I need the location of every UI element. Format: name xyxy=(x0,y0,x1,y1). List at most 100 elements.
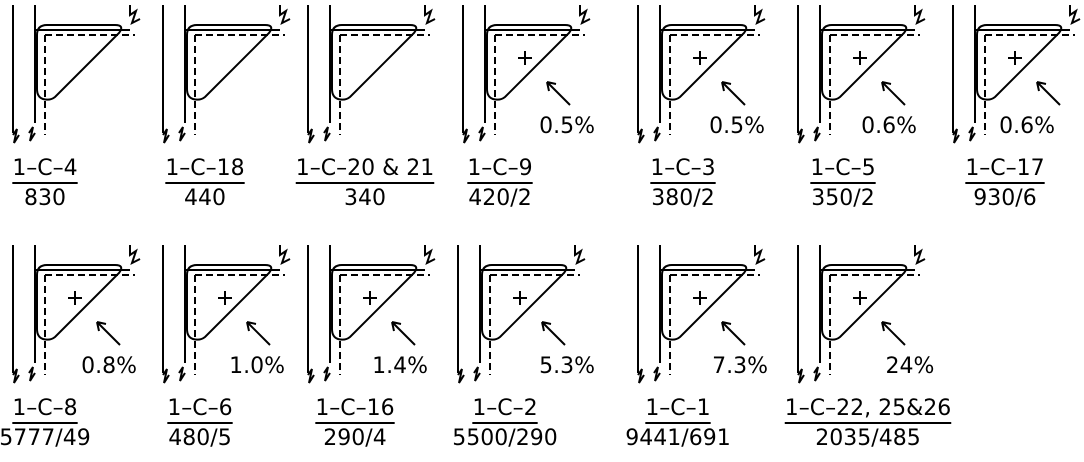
beam xyxy=(185,245,290,270)
label: 1–C–1 xyxy=(645,396,710,421)
beam-dash xyxy=(195,35,285,135)
panel: 0.6% 1–C–17 930/6 xyxy=(953,5,1080,211)
percent: 0.6% xyxy=(999,114,1055,139)
arrow xyxy=(547,82,570,105)
centroid-mark xyxy=(68,291,82,305)
wall xyxy=(13,245,35,383)
gusset-plate xyxy=(482,265,566,340)
count: 5777/49 xyxy=(0,426,91,451)
arrow xyxy=(97,322,120,345)
wall xyxy=(463,5,485,143)
panel: 1.0%1–C–6480/5 xyxy=(163,245,290,451)
diagram: 1–C–4 830 1–C–18 440 1–C–20 & 21 340 0.5%1–C–9… xyxy=(0,0,1084,462)
percent: 0.5% xyxy=(709,114,765,139)
beam xyxy=(35,245,140,270)
count: 2035/485 xyxy=(815,426,920,451)
centroid-mark xyxy=(853,51,867,65)
gusset-plate xyxy=(977,25,1061,100)
label: 1–C–6 xyxy=(167,396,232,421)
wall xyxy=(638,5,660,143)
percent: 1.0% xyxy=(229,354,285,379)
gusset-plate xyxy=(662,25,746,100)
arrow xyxy=(882,82,905,105)
arrow xyxy=(392,322,415,345)
centroid-mark xyxy=(218,291,232,305)
wall xyxy=(13,5,35,143)
centroid-mark xyxy=(518,51,532,65)
panel: 1.4% 1–C–16 290/4 xyxy=(308,245,435,451)
percent: 1.4% xyxy=(372,354,428,379)
count: 440 xyxy=(184,186,226,211)
panel: 0.8%1–C–8 5777/49 xyxy=(0,245,140,451)
beam xyxy=(185,5,290,30)
arrow xyxy=(882,322,905,345)
label: 1–C–16 xyxy=(315,396,394,421)
arrow xyxy=(722,82,745,105)
centroid-mark xyxy=(693,51,707,65)
label: 1–C–4 xyxy=(12,156,77,181)
beam xyxy=(820,245,925,270)
centroid-mark xyxy=(363,291,377,305)
gusset-plate xyxy=(487,25,571,100)
label: 1–C–22, 25&26 xyxy=(785,396,951,421)
label: 1–C–3 xyxy=(650,156,715,181)
beam xyxy=(330,5,435,30)
panel: 5.3%1–C–2 5500/290 xyxy=(452,245,595,451)
gusset-plate xyxy=(37,265,121,340)
gusset-plate xyxy=(187,265,271,340)
count: 340 xyxy=(344,186,386,211)
panel: 0.5% 1–C–3 380/2 xyxy=(638,5,765,211)
percent: 0.5% xyxy=(539,114,595,139)
count: 830 xyxy=(24,186,66,211)
count: 290/4 xyxy=(323,426,386,451)
percent: 24% xyxy=(886,354,935,379)
arrow xyxy=(1037,82,1060,105)
beam-dash xyxy=(340,35,430,135)
count: 9441/691 xyxy=(625,426,730,451)
gusset-plate xyxy=(662,265,746,340)
wall xyxy=(798,245,820,383)
percent: 0.6% xyxy=(861,114,917,139)
wall xyxy=(798,5,820,143)
arrow xyxy=(542,322,565,345)
beam xyxy=(485,5,590,30)
count: 380/2 xyxy=(651,186,714,211)
label: 1–C–18 xyxy=(165,156,244,181)
gusset-plate xyxy=(187,25,271,100)
count: 350/2 xyxy=(811,186,874,211)
centroid-mark xyxy=(853,291,867,305)
beam xyxy=(660,245,765,270)
percent: 0.8% xyxy=(81,354,137,379)
beam xyxy=(480,245,585,270)
wall xyxy=(953,5,975,143)
label: 1–C–2 xyxy=(472,396,537,421)
wall xyxy=(163,5,185,143)
gusset-plate xyxy=(822,25,906,100)
label: 1–C–5 xyxy=(810,156,875,181)
gusset-plate xyxy=(822,265,906,340)
beam-dash xyxy=(45,35,135,135)
percent: 7.3% xyxy=(712,354,768,379)
wall xyxy=(458,245,480,383)
panel: 1–C–20 & 21 340 xyxy=(296,5,435,211)
label: 1–C–8 xyxy=(12,396,77,421)
centroid-mark xyxy=(513,291,527,305)
beam xyxy=(975,5,1080,30)
percent: 5.3% xyxy=(539,354,595,379)
gusset-plate xyxy=(37,25,121,100)
panel: 7.3%1–C–1 9441/691 xyxy=(625,245,768,451)
count: 5500/290 xyxy=(452,426,557,451)
arrow xyxy=(722,322,745,345)
count: 420/2 xyxy=(468,186,531,211)
panel: 0.6% 1–C–5 350/2 xyxy=(798,5,925,211)
centroid-mark xyxy=(1008,51,1022,65)
wall xyxy=(308,5,330,143)
label: 1–C–20 & 21 xyxy=(296,156,435,181)
centroid-mark xyxy=(693,291,707,305)
label: 1–C–17 xyxy=(965,156,1044,181)
panel: 24% 1–C–22, 25&26 2035/485 xyxy=(785,245,951,451)
wall xyxy=(163,245,185,383)
count: 930/6 xyxy=(973,186,1036,211)
beam xyxy=(660,5,765,30)
